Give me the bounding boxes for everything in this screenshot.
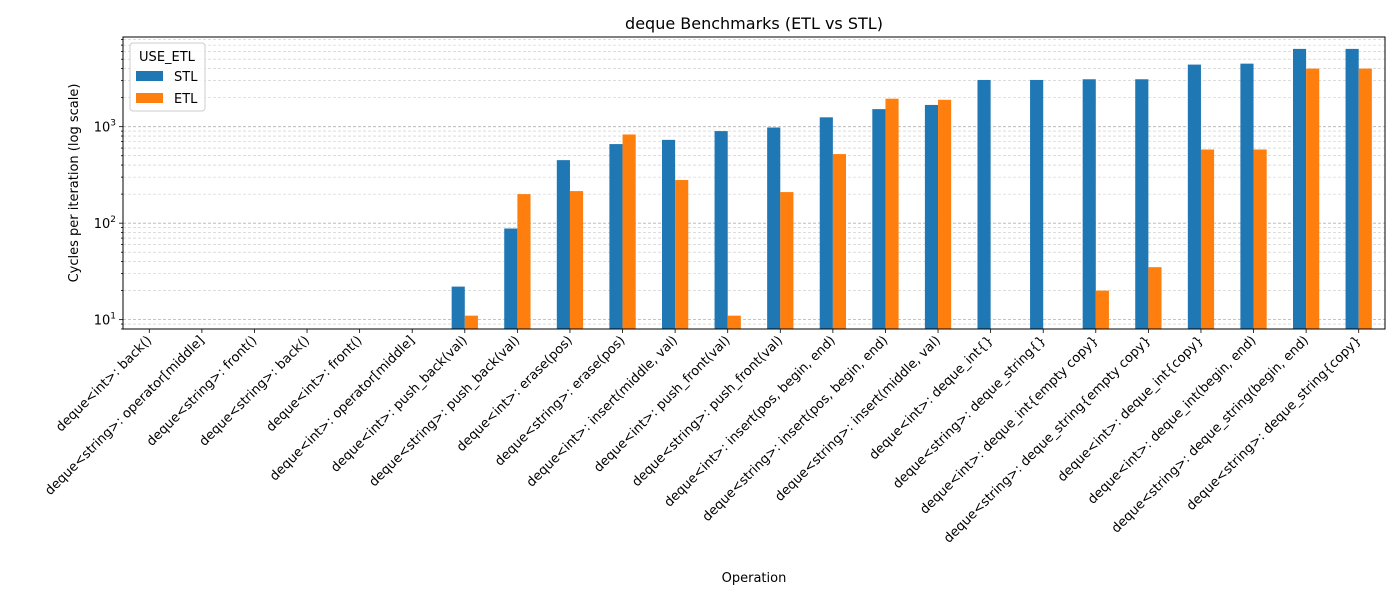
bar-etl-13: [832, 154, 847, 329]
legend: USE_ETL STL ETL: [129, 42, 206, 112]
bar-stl-9: [609, 144, 623, 329]
bar-etl-15: [938, 99, 952, 329]
bar-stl-6: [451, 286, 465, 329]
bar-stl-11: [714, 131, 728, 329]
grid-lines: [123, 39, 1385, 330]
bar-etl-19: [1148, 267, 1162, 329]
chart-title: deque Benchmarks (ETL vs STL): [625, 14, 883, 33]
bar-stl-18: [1082, 79, 1096, 329]
bar-stl-17: [1030, 79, 1044, 329]
axes: [119, 36, 1386, 333]
bar-stl-13: [819, 117, 833, 330]
bar-stl-14: [872, 109, 886, 330]
bar-etl-18: [1095, 290, 1109, 329]
bar-stl-15: [924, 104, 939, 329]
legend-label-stl: STL: [174, 70, 198, 85]
bar-stl-22: [1292, 48, 1307, 329]
y-tick-labels: 101 102 103: [94, 119, 116, 329]
legend-swatch-etl: [136, 93, 163, 103]
y-axis-label: Cycles per iteration (log scale): [67, 84, 82, 283]
bar-etl-11: [727, 315, 741, 329]
bar-etl-20: [1200, 149, 1215, 329]
x-axis-label: Operation: [722, 571, 787, 586]
bar-stl-21: [1240, 63, 1254, 329]
bar-etl-21: [1253, 149, 1267, 329]
plot-frame: [122, 36, 1386, 330]
bar-etl-12: [780, 192, 794, 329]
x-tick-label: deque<int>: front(): [264, 333, 366, 435]
x-tick-labels: deque<int>: back()deque<string>: operato…: [42, 333, 1364, 546]
bars: [451, 48, 1372, 330]
legend-label-etl: ETL: [174, 92, 198, 107]
bar-etl-8: [569, 191, 584, 329]
bar-stl-8: [556, 160, 570, 329]
bar-etl-14: [885, 98, 899, 329]
x-tick-label: deque<string>: insert(pos, begin, end): [700, 333, 892, 525]
bar-etl-23: [1358, 68, 1372, 330]
legend-title: USE_ETL: [139, 50, 196, 65]
bar-etl-9: [622, 134, 636, 329]
y-tick-label: 102: [94, 215, 116, 232]
bar-stl-12: [767, 127, 781, 329]
bar-etl-7: [517, 194, 531, 329]
bar-stl-16: [977, 79, 991, 329]
legend-swatch-stl: [136, 71, 163, 81]
bar-stl-10: [661, 139, 676, 329]
bar-etl-22: [1306, 68, 1320, 330]
bar-stl-23: [1345, 48, 1359, 329]
y-tick-label: 103: [94, 119, 116, 136]
bar-etl-10: [675, 180, 689, 329]
bar-stl-7: [504, 228, 518, 329]
bar-stl-19: [1135, 79, 1149, 329]
bar-etl-6: [464, 315, 478, 329]
y-tick-label: 101: [94, 312, 116, 329]
bar-stl-20: [1187, 64, 1201, 330]
x-tick-label: deque<string>: deque_string(begin, end): [1109, 333, 1312, 536]
x-tick-label: deque<int>: back(): [53, 333, 155, 435]
